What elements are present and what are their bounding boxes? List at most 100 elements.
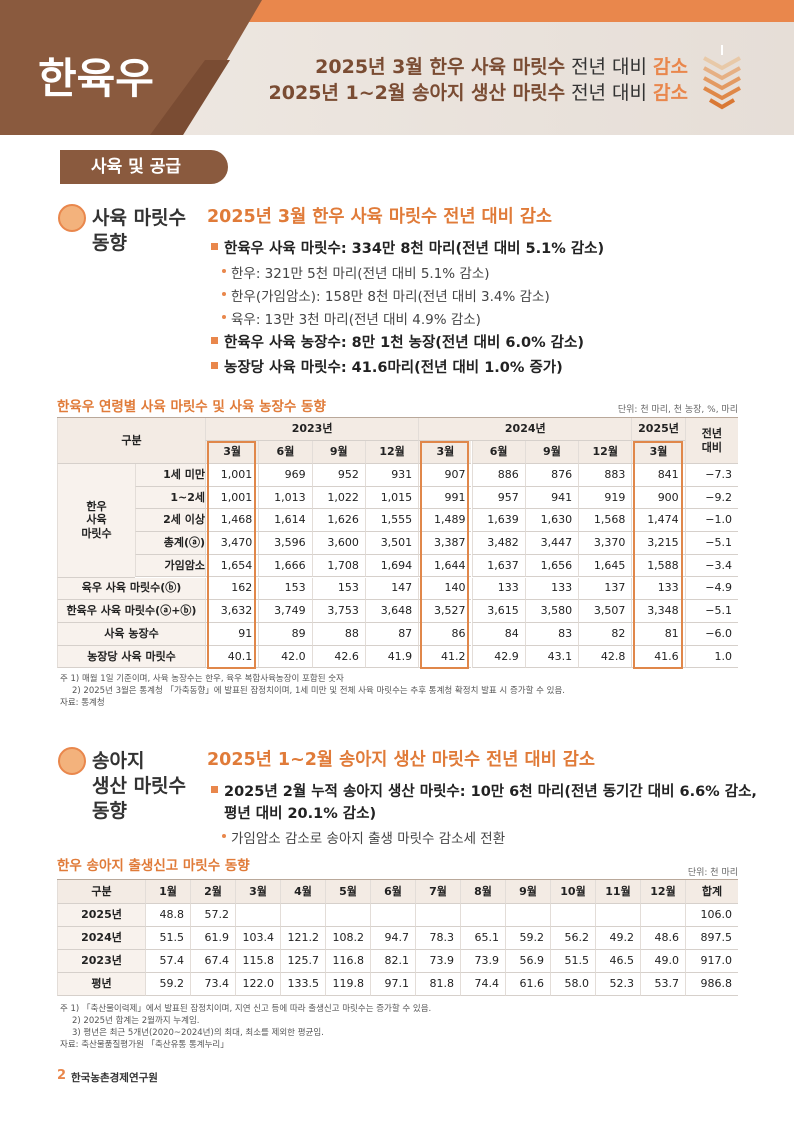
row-label: 2024년 bbox=[57, 927, 145, 950]
table-cell: 886 bbox=[471, 464, 525, 487]
header-cell: 9월 bbox=[505, 880, 550, 904]
topic-heading: 송아지 bbox=[92, 750, 145, 772]
table-cell: 1,001 bbox=[205, 486, 259, 510]
table-cell bbox=[640, 904, 685, 927]
table-cell: 931 bbox=[364, 464, 419, 487]
table-cell: 3,753 bbox=[311, 600, 365, 623]
table-cell: 883 bbox=[578, 464, 632, 487]
table-cell: 1,015 bbox=[364, 486, 419, 510]
sub-bullet-dot bbox=[222, 292, 226, 296]
header-change-line: 전년 bbox=[701, 426, 722, 440]
table-cell: 56.9 bbox=[505, 950, 550, 973]
bullet-text: 평년 대비 20.1% 감소) bbox=[224, 806, 377, 822]
table-cell: 103.4 bbox=[235, 927, 280, 950]
table-cell: 106.0 bbox=[685, 904, 738, 927]
table-cell: 1,630 bbox=[524, 509, 579, 533]
table-cell: 59.2 bbox=[505, 927, 550, 950]
table-cell: 46.5 bbox=[595, 950, 640, 973]
header-lead: 2025년 1~2월 송아지 생산 마릿수 bbox=[268, 82, 566, 104]
table-cell: 1,637 bbox=[471, 554, 525, 578]
table-cell: 41.2 bbox=[418, 645, 472, 669]
table-cell: 49.2 bbox=[595, 927, 640, 950]
header-cell: 8월 bbox=[460, 880, 505, 904]
header-year: 2023년 bbox=[205, 418, 419, 441]
table-cell: 1,474 bbox=[631, 509, 685, 533]
header-cell: 2월 bbox=[190, 880, 235, 904]
table-cell: 51.5 bbox=[145, 927, 190, 950]
table-cell: 3,215 bbox=[631, 532, 685, 555]
table-note: 자료: 축산물품질평가원 「축산유통 통계누리」 bbox=[60, 1040, 229, 1050]
header-month: 6월 bbox=[471, 441, 525, 464]
table-cell bbox=[460, 904, 505, 927]
table-cell: 1,654 bbox=[205, 554, 259, 578]
table-cell: 58.0 bbox=[550, 973, 595, 996]
header-badge: 한육우 bbox=[38, 54, 154, 103]
table-cell: 147 bbox=[364, 577, 419, 601]
table-cell: 3,470 bbox=[205, 532, 259, 555]
table-cell: 3,447 bbox=[524, 532, 579, 555]
table-cell: 1,013 bbox=[258, 486, 312, 510]
table-cell: 900 bbox=[631, 486, 685, 510]
sub-bullet-text: 육우: 13만 3천 마리(전년 대비 4.9% 감소) bbox=[231, 312, 481, 328]
table-cell: 3,648 bbox=[364, 600, 419, 623]
table-cell: 1,694 bbox=[364, 554, 419, 578]
table-cell: 89 bbox=[258, 622, 312, 646]
row-label: 2세 이상 bbox=[135, 509, 205, 533]
table-cell: −5.1 bbox=[684, 600, 738, 623]
table-cell: 1,588 bbox=[631, 554, 685, 578]
table-cell: 82.1 bbox=[370, 950, 415, 973]
table-cell: 907 bbox=[418, 464, 472, 487]
header-change: 전년 대비 bbox=[684, 418, 738, 464]
header-year: 2025년 bbox=[631, 418, 685, 441]
header-cell: 7월 bbox=[415, 880, 460, 904]
topic-title: 2025년 3월 한우 사육 마릿수 전년 대비 감소 bbox=[207, 207, 553, 227]
bullet-text: 농장당 사육 마릿수: 41.6마리(전년 대비 1.0% 증가) bbox=[224, 360, 563, 376]
table-cell: 1,555 bbox=[364, 509, 419, 533]
topic-title: 2025년 1~2월 송아지 생산 마릿수 전년 대비 감소 bbox=[207, 750, 595, 770]
table-cell: 1,666 bbox=[258, 554, 312, 578]
table-cell: 153 bbox=[311, 577, 365, 601]
table-cell: 133 bbox=[471, 577, 525, 601]
table-cell: 3,580 bbox=[524, 600, 579, 623]
table-cell: 48.8 bbox=[145, 904, 190, 927]
table-cell: −6.0 bbox=[684, 622, 738, 646]
table-cell: 1,626 bbox=[311, 509, 365, 533]
table-cell: 86 bbox=[418, 622, 472, 646]
table-cell: 42.0 bbox=[258, 645, 312, 669]
header-year: 2024년 bbox=[418, 418, 632, 441]
header-line: 2025년 1~2월 송아지 생산 마릿수 전년 대비 감소 bbox=[269, 78, 688, 105]
bullet-text: 2025년 2월 누적 송아지 생산 마릿수: 10만 6천 마리(전년 동기간… bbox=[224, 784, 757, 800]
table-cell: 57.2 bbox=[190, 904, 235, 927]
table-cell: 3,501 bbox=[364, 532, 419, 555]
table-cell: 3,387 bbox=[418, 532, 472, 555]
row-label: 가임암소 bbox=[135, 554, 205, 578]
table-rule bbox=[57, 879, 738, 880]
table-cell: 3,600 bbox=[311, 532, 365, 555]
table-cell: 81.8 bbox=[415, 973, 460, 996]
table-cell: 52.3 bbox=[595, 973, 640, 996]
table-cell: 42.9 bbox=[471, 645, 525, 669]
table-cell: 3,749 bbox=[258, 600, 312, 623]
table-cell: 81 bbox=[631, 622, 685, 646]
sub-bullet-text: 한우(가임암소): 158만 8천 마리(전년 대비 3.4% 감소) bbox=[231, 289, 550, 305]
topic-heading: 생산 마릿수 bbox=[92, 775, 187, 797]
topic-heading: 동향 bbox=[92, 232, 127, 254]
table-cell: 1,001 bbox=[205, 464, 259, 487]
header-mid: 전년 대비 bbox=[571, 82, 648, 104]
header-cell: 12월 bbox=[640, 880, 685, 904]
table-title: 한우 송아지 출생신고 마릿수 동향 bbox=[57, 858, 250, 874]
table-cell: 59.2 bbox=[145, 973, 190, 996]
table-cell: 3,615 bbox=[471, 600, 525, 623]
table-cell: −5.1 bbox=[684, 532, 738, 555]
table-cell: −9.2 bbox=[684, 486, 738, 510]
bullet-text: 한육우 사육 농장수: 8만 1천 농장(전년 대비 6.0% 감소) bbox=[224, 335, 584, 351]
header-month: 9월 bbox=[524, 441, 579, 464]
table-cell: 133 bbox=[524, 577, 579, 601]
table-cell bbox=[325, 904, 370, 927]
header-month: 3월 bbox=[631, 441, 685, 464]
table-cell: 876 bbox=[524, 464, 579, 487]
table-cell: 969 bbox=[258, 464, 312, 487]
table-cell: 67.4 bbox=[190, 950, 235, 973]
header-cell: 4월 bbox=[280, 880, 325, 904]
